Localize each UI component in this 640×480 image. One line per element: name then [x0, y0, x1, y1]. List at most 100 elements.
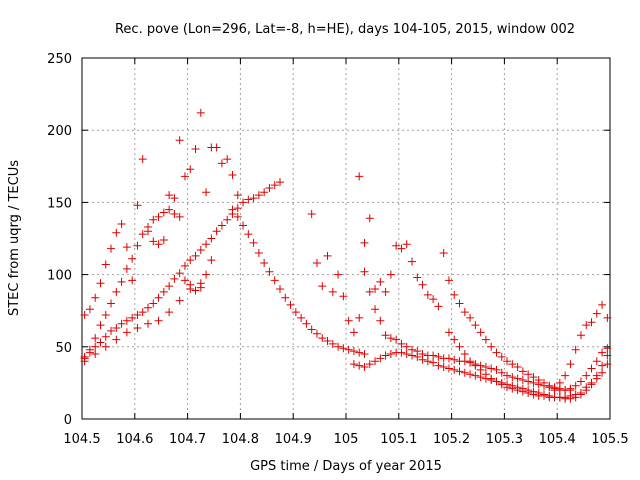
x-tick-label: 104.9 — [275, 432, 312, 447]
data-point — [175, 212, 184, 221]
data-point — [460, 308, 469, 317]
data-point — [598, 300, 607, 309]
data-point — [149, 237, 158, 246]
data-point — [576, 390, 585, 399]
series-arc-9 — [355, 172, 575, 395]
data-point — [349, 347, 358, 356]
data-point — [582, 386, 591, 395]
data-point — [107, 299, 116, 308]
data-point — [328, 287, 337, 296]
data-point — [212, 227, 221, 236]
x-tick-label: 104.6 — [116, 432, 153, 447]
data-point — [96, 321, 105, 330]
data-point — [112, 287, 121, 296]
data-point — [339, 344, 348, 353]
data-point — [154, 316, 163, 325]
data-point — [133, 311, 142, 320]
data-point — [371, 285, 380, 294]
data-point — [254, 191, 263, 200]
data-point — [196, 279, 205, 288]
data-point — [450, 335, 459, 344]
data-point — [297, 313, 306, 322]
data-point — [576, 331, 585, 340]
data-point — [286, 300, 295, 309]
data-point — [413, 352, 422, 361]
data-point — [170, 209, 179, 218]
data-point — [418, 355, 427, 364]
data-point — [265, 183, 274, 192]
y-tick-label: 100 — [47, 269, 72, 284]
data-point — [529, 373, 538, 382]
data-point — [376, 354, 385, 363]
data-point — [360, 267, 369, 276]
series-arc-2 — [80, 136, 184, 320]
data-point — [386, 334, 395, 343]
data-point — [540, 378, 548, 387]
data-point — [540, 391, 548, 400]
data-point — [386, 270, 395, 279]
data-point — [154, 240, 163, 249]
x-tick-label: 104.5 — [63, 432, 100, 447]
data-point — [96, 279, 105, 288]
data-point — [133, 324, 142, 333]
data-point — [112, 335, 121, 344]
data-point — [344, 345, 353, 354]
data-point — [497, 380, 506, 389]
data-point — [434, 352, 443, 361]
data-point — [360, 350, 369, 359]
data-point — [223, 215, 232, 224]
data-point — [550, 386, 559, 395]
data-point — [122, 316, 131, 325]
data-point — [492, 365, 501, 374]
data-point — [128, 254, 137, 263]
data-point — [555, 378, 564, 387]
data-point — [402, 240, 411, 249]
data-point — [444, 328, 453, 337]
data-point — [349, 328, 358, 337]
x-tick-label: 104.7 — [169, 432, 206, 447]
data-point — [402, 342, 411, 351]
data-point — [355, 348, 364, 357]
data-point — [444, 276, 453, 285]
data-point — [408, 351, 416, 360]
data-point — [186, 256, 195, 265]
data-point — [165, 308, 174, 317]
data-point — [534, 376, 543, 385]
data-point — [471, 371, 480, 380]
data-point — [397, 339, 406, 348]
data-point — [249, 194, 258, 203]
data-point — [503, 383, 512, 392]
data-point — [460, 368, 469, 377]
x-axis-title: GPS time / Days of year 2015 — [250, 459, 442, 474]
data-point — [307, 209, 316, 218]
data-point — [149, 299, 158, 308]
data-point — [80, 311, 89, 320]
data-point — [191, 286, 200, 295]
data-point — [101, 260, 110, 269]
data-point — [598, 361, 607, 370]
series-arc-6 — [80, 279, 205, 366]
data-point — [587, 364, 596, 373]
data-point — [165, 191, 174, 200]
data-point — [444, 354, 453, 363]
data-point — [497, 352, 506, 361]
data-point — [91, 350, 100, 359]
data-point — [133, 201, 142, 210]
data-point — [444, 364, 453, 373]
data-point — [117, 220, 126, 229]
data-point — [545, 381, 554, 390]
data-point — [371, 357, 380, 366]
series-arc-8 — [349, 348, 612, 402]
data-point — [513, 386, 522, 395]
data-point — [302, 319, 311, 328]
x-tick-label: 105.3 — [486, 432, 523, 447]
x-axis-tick-labels: 104.5 104.6 104.7 104.8 104.9 105 105.1 105.2 10… — [63, 432, 628, 447]
data-point — [598, 348, 607, 357]
data-point — [386, 350, 395, 359]
data-point — [566, 394, 575, 403]
data-point — [513, 363, 522, 372]
data-point — [439, 363, 448, 372]
data-point — [138, 230, 147, 239]
data-point — [381, 331, 390, 340]
